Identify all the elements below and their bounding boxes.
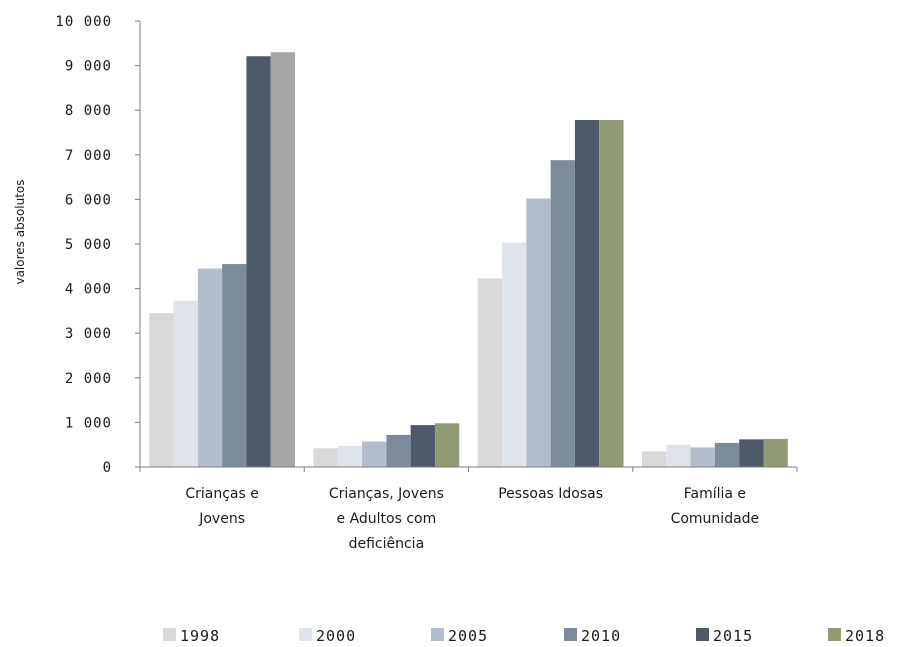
y-ticks: 0 1 000 2 000 3 000 4 000 5 000 6 000 7 000 8 00… (55, 14, 140, 476)
y-tick-label: 2 000 (65, 371, 112, 387)
y-tick-label: 10 000 (55, 14, 112, 30)
bar-2015-3 (739, 439, 764, 467)
y-tick-label: 7 000 (65, 148, 112, 164)
y-axis-label: valores absolutos (13, 179, 27, 284)
legend-label-2015: 2015 (713, 627, 753, 645)
legend-label-2000: 2000 (316, 627, 356, 645)
bar-2005-1 (362, 441, 387, 467)
bar-2000-0 (173, 300, 198, 467)
x-tick-label-line: Família e (684, 486, 746, 502)
bar-2010-0 (222, 264, 247, 467)
bar-2015-0 (246, 56, 271, 467)
x-tick-label-line: deficiência (349, 536, 425, 552)
bar-2018-2 (599, 120, 624, 468)
bar-2018-0 (270, 52, 296, 467)
x-tick-label-line: Pessoas Idosas (498, 486, 603, 502)
legend-swatch-2018 (828, 628, 841, 641)
x-tick-label: Pessoas Idosas (498, 486, 603, 502)
bar-2010-1 (386, 434, 411, 467)
bar-1998-0 (149, 313, 174, 467)
bar-2015-2 (574, 120, 600, 468)
bar-1998-2 (477, 278, 503, 467)
legend-label-2005: 2005 (448, 627, 488, 645)
legend-label-1998: 1998 (180, 627, 220, 645)
legend-swatch-2010 (564, 628, 577, 641)
x-tick-label: Crianças, Jovens e Adultos com deficiência (329, 486, 444, 552)
bar-1998-3 (641, 451, 667, 467)
legend-swatch-2000 (299, 628, 312, 641)
bar-2018-1 (434, 423, 460, 467)
bar-2015-1 (410, 425, 435, 467)
x-tick-label-line: Comunidade (671, 511, 760, 527)
x-tick-label-line: e Adultos com (337, 511, 437, 527)
bar-2010-3 (714, 442, 740, 467)
y-tick-label: 1 000 (65, 415, 112, 431)
bar-2005-3 (690, 447, 715, 467)
x-ticks: Crianças e Jovens Crianças, Jovens e Adulto… (185, 486, 759, 552)
y-axis-label-group: valores absolutos (13, 179, 27, 284)
bars (149, 52, 788, 468)
bar-2005-2 (526, 198, 551, 467)
legend: 1998 2000 2005 2010 2015 2018 (163, 627, 885, 645)
bar-2010-2 (550, 160, 575, 468)
y-tick-label: 8 000 (65, 103, 112, 119)
bar-2005-0 (197, 268, 223, 467)
legend-label-2018: 2018 (845, 627, 885, 645)
x-tick-label: Crianças e Jovens (185, 486, 259, 527)
x-tick-label-line: Jovens (198, 511, 245, 527)
legend-swatch-2015 (696, 628, 709, 641)
bar-2000-1 (337, 446, 363, 467)
y-tick-label: 6 000 (65, 192, 112, 208)
bar-2000-3 (666, 444, 691, 467)
bar-2000-2 (502, 242, 527, 467)
y-tick-label: 0 (103, 460, 112, 476)
y-tick-label: 4 000 (65, 282, 112, 298)
legend-swatch-1998 (163, 628, 176, 641)
x-tick-label: Família e Comunidade (671, 486, 760, 527)
axes (139, 21, 798, 472)
y-tick-label: 5 000 (65, 237, 112, 253)
x-tick-label-line: Crianças, Jovens (329, 486, 444, 502)
legend-label-2010: 2010 (581, 627, 621, 645)
legend-swatch-2005 (431, 628, 444, 641)
y-tick-label: 3 000 (65, 326, 112, 342)
y-tick-label: 9 000 (65, 59, 112, 75)
x-tick-label-line: Crianças e (185, 486, 259, 502)
bar-1998-1 (313, 448, 338, 467)
bar-2018-3 (763, 438, 788, 467)
